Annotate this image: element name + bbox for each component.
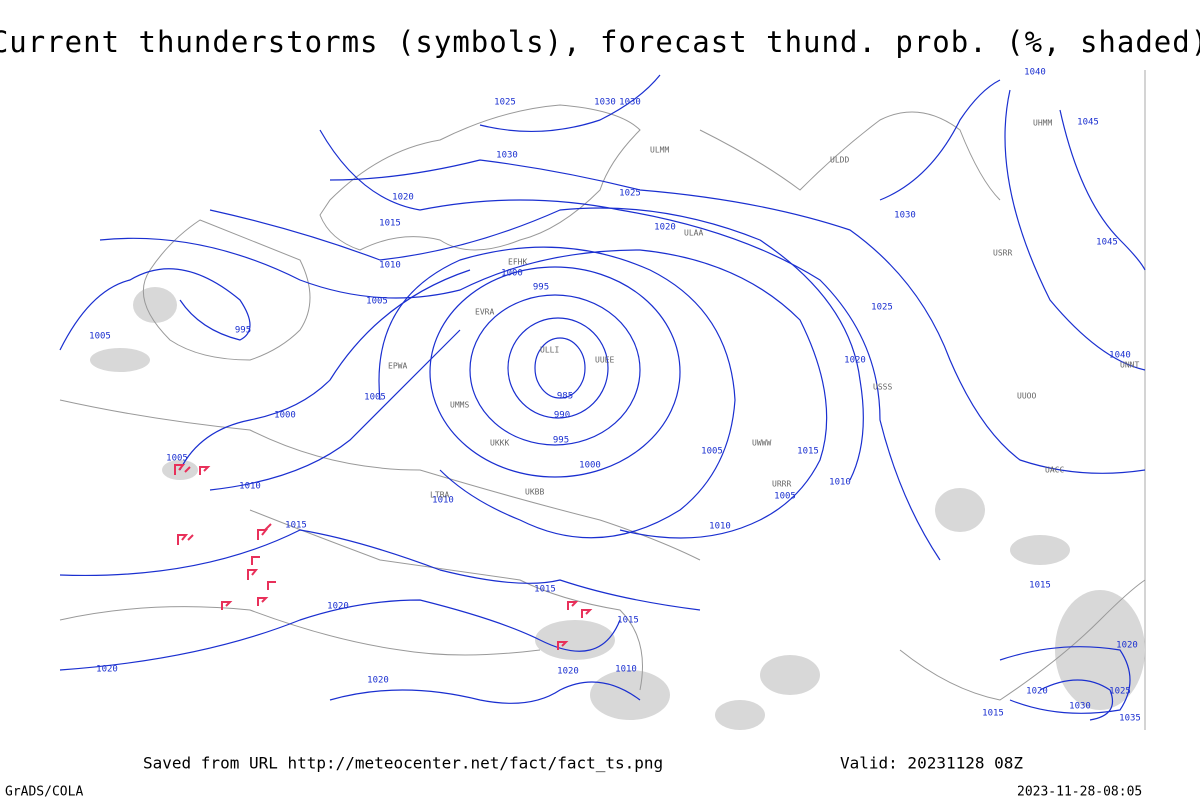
isobar-label: 1020 (96, 665, 118, 675)
isobars (59, 74, 1146, 721)
isobar-label: 1020 (844, 356, 866, 366)
station-code: UACC (1045, 466, 1064, 475)
isobar-label: 1015 (617, 616, 639, 626)
isobar-label: 1015 (285, 521, 307, 531)
station-code: USSS (873, 383, 892, 392)
isobar-label: 1035 (1119, 714, 1141, 724)
isobar-label: 1030 (619, 98, 641, 108)
station-code: ULLI (540, 346, 559, 355)
station-code: UWWW (752, 439, 771, 448)
isobar-label: 1020 (327, 602, 349, 612)
credit: GrADS/COLA (5, 785, 83, 800)
station-code: EPWA (388, 362, 407, 371)
station-code: UUOO (1017, 392, 1036, 401)
station-code: UMMS (450, 401, 469, 410)
isobar-label: 1000 (579, 461, 601, 471)
station-code: UKBB (525, 488, 544, 497)
isobar-label: 1000 (274, 411, 296, 421)
isobar-label: 1005 (701, 447, 723, 457)
isobar-label: 1010 (615, 665, 637, 675)
station-code: UKKK (490, 439, 509, 448)
isobar-label: 1030 (894, 211, 916, 221)
isobar-label: 985 (557, 392, 573, 402)
isobar-label: 1040 (1024, 68, 1046, 78)
isobar-label: 1015 (1029, 581, 1051, 591)
isobar-label: 995 (553, 436, 569, 446)
source-url: Saved from URL http://meteocenter.net/fa… (143, 754, 663, 773)
isobar-label: 1025 (871, 303, 893, 313)
isobar-label: 1030 (496, 151, 518, 161)
station-code: UNNT (1120, 361, 1139, 370)
station-code: URRR (772, 480, 791, 489)
isobar-label: 1020 (392, 193, 414, 203)
isobar-label: 1010 (432, 496, 454, 506)
station-code: UUEE (595, 356, 614, 365)
station-code: EVRA (475, 308, 494, 317)
station-code: UHMM (1033, 119, 1052, 128)
station-code: EFHK (508, 258, 527, 267)
isobar-label: 1015 (797, 447, 819, 457)
station-code: USRR (993, 249, 1012, 258)
station-code: LTBA (430, 491, 449, 500)
isobar-label: 1045 (1096, 238, 1118, 248)
isobar-label: 1015 (534, 585, 556, 595)
timestamp: 2023-11-28-08:05 (1017, 785, 1142, 800)
isobar-label: 1010 (709, 522, 731, 532)
isobar-label: 1025 (1109, 687, 1131, 697)
isobar-label: 1020 (367, 676, 389, 686)
isobar-label: 1020 (1026, 687, 1048, 697)
isobar-label: 1025 (619, 189, 641, 199)
station-code: ULAA (684, 229, 703, 238)
isobar-label: 1015 (982, 709, 1004, 719)
isobar-label: 1045 (1077, 118, 1099, 128)
isobar-label: 1005 (166, 454, 188, 464)
isobar-label: 1010 (379, 261, 401, 271)
isobar-label: 1005 (89, 332, 111, 342)
isobar-label: 1030 (1069, 702, 1091, 712)
title: Current thunderstorms (symbols), forecas… (0, 25, 1200, 59)
station-code: ULDD (830, 156, 849, 165)
isobar-label: 995 (235, 326, 251, 336)
isobar-label: 1040 (1109, 351, 1131, 361)
coastlines (59, 104, 1146, 701)
isobar-label: 1005 (364, 393, 386, 403)
map (59, 70, 1146, 730)
thunderstorm-symbols (174, 464, 593, 650)
isobar-label: 1010 (829, 478, 851, 488)
isobar-label: 995 (533, 283, 549, 293)
valid-time: Valid: 20231128 08Z (840, 754, 1023, 773)
isobar-label: 1005 (774, 492, 796, 502)
isobar-label: 1000 (501, 269, 523, 279)
isobar-label: 1020 (654, 223, 676, 233)
station-code: ULMM (650, 146, 669, 155)
isobar-label: 1030 (594, 98, 616, 108)
isobar-label: 1015 (379, 219, 401, 229)
isobar-label: 1025 (494, 98, 516, 108)
isobar-label: 1010 (239, 482, 261, 492)
isobar-label: 990 (554, 411, 570, 421)
isobar-label: 1020 (557, 667, 579, 677)
isobar-label: 1020 (1116, 641, 1138, 651)
isobar-label: 1005 (366, 297, 388, 307)
